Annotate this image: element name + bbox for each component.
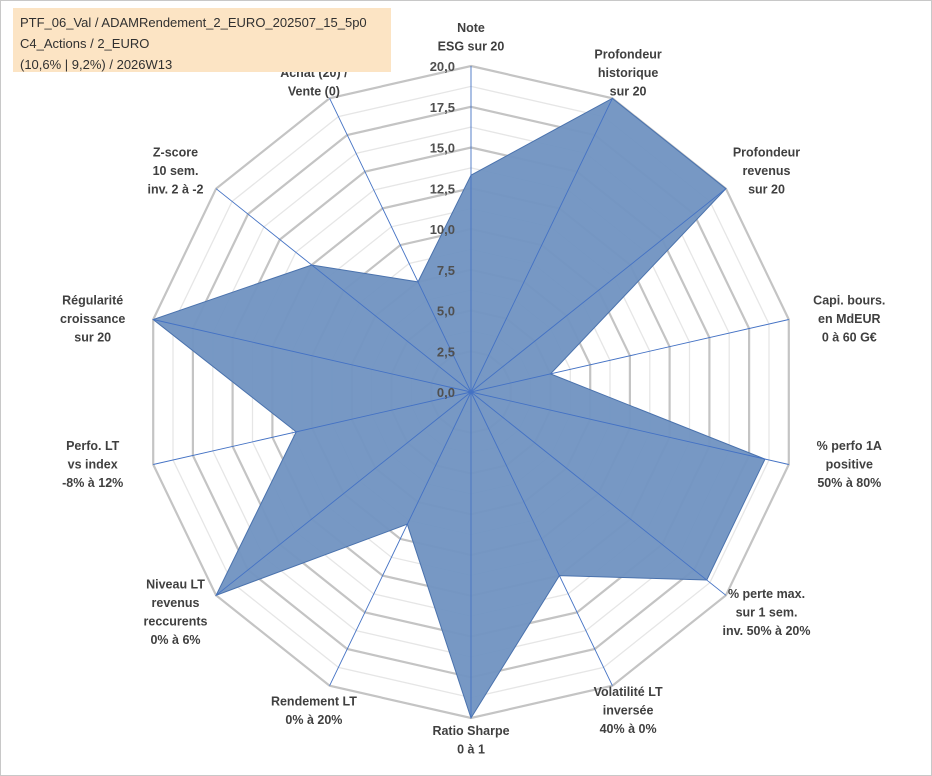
axis-label-line: en MdEUR bbox=[818, 312, 881, 326]
tick-label: 5,0 bbox=[437, 304, 455, 319]
axis-spoke bbox=[470, 391, 789, 465]
axis-spoke bbox=[470, 391, 613, 686]
axis-label-line: Note bbox=[457, 21, 485, 35]
axis-label-line: 0% à 20% bbox=[285, 713, 342, 727]
axis-label: Note ESG sur 20 bbox=[438, 21, 505, 54]
tick-label: 10,0 bbox=[430, 222, 455, 237]
axis-label-line: ESG sur 20 bbox=[438, 40, 505, 54]
axis-label: Profondeur historique sur 20 bbox=[594, 47, 661, 98]
axis-label-line: revenus bbox=[743, 164, 791, 178]
performance-week: (10,6% | 9,2%) / 2026W13 bbox=[20, 57, 173, 72]
axis-label-line: Volatilité LT bbox=[594, 685, 663, 699]
axis-label-line: positive bbox=[826, 457, 873, 471]
axis-label: Capi. bours. en MdEUR 0 à 60 G€ bbox=[813, 294, 885, 345]
axis-label-line: sur 20 bbox=[748, 183, 785, 197]
radial-tick-labels: 0,0 2,5 5,0 7,5 10,0 12,5 15,0 17,5 20,0 bbox=[430, 59, 455, 400]
axis-label-line: Perfo. LT bbox=[66, 439, 120, 453]
axis-label-line: Profondeur bbox=[594, 47, 661, 61]
tick-label: 12,5 bbox=[430, 181, 455, 196]
axis-label-line: croissance bbox=[60, 312, 125, 326]
axis-label-line: sur 20 bbox=[74, 331, 111, 345]
axis-label-line: % perfo 1A bbox=[817, 439, 882, 453]
tick-label: 0,0 bbox=[437, 385, 455, 400]
axis-label-line: historique bbox=[598, 66, 658, 80]
axis-spoke bbox=[470, 98, 613, 393]
tick-label: 15,0 bbox=[430, 141, 455, 156]
axis-label: % perfo 1A positive 50% à 80% bbox=[817, 439, 882, 490]
axis-label-line: 10 sem. bbox=[153, 164, 199, 178]
axis-label-line: 40% à 0% bbox=[600, 722, 657, 736]
axis-label: Profondeur revenus sur 20 bbox=[733, 146, 800, 197]
axis-spokes bbox=[153, 66, 789, 718]
axis-label-line: Niveau LT bbox=[146, 578, 205, 592]
portfolio-name: PTF_06_Val / ADAMRendement_2_EURO_202507… bbox=[20, 15, 367, 30]
axis-spoke bbox=[470, 188, 727, 393]
axis-label-line: 0% à 6% bbox=[150, 633, 200, 647]
axis-label: Perfo. LT vs index -8% à 12% bbox=[62, 439, 123, 490]
axis-label-line: Profondeur bbox=[733, 146, 800, 160]
axis-label-line: % perte max. bbox=[728, 587, 805, 601]
asset-class: C4_Actions / 2_EURO bbox=[20, 36, 150, 51]
axis-label-line: sur 20 bbox=[610, 84, 647, 98]
axis-spoke bbox=[153, 391, 472, 465]
axis-spoke bbox=[470, 319, 789, 393]
portfolio-info-box: PTF_06_Val / ADAMRendement_2_EURO_202507… bbox=[13, 8, 391, 72]
tick-label: 17,5 bbox=[430, 100, 455, 115]
axis-label: Z-score 10 sem. inv. 2 à -2 bbox=[147, 146, 203, 197]
axis-label: Ratio Sharpe 0 à 1 bbox=[432, 724, 509, 757]
tick-label: 7,5 bbox=[437, 263, 455, 278]
axis-labels: Note ESG sur 20 Profondeur historique sur 20… bbox=[60, 21, 885, 757]
axis-label-line: 50% à 80% bbox=[817, 476, 881, 490]
axis-label-line: 0 à 1 bbox=[457, 743, 485, 757]
axis-label-line: inversée bbox=[603, 704, 654, 718]
axis-label-line: vs index bbox=[68, 457, 118, 471]
axis-label: Niveau LT revenus reccurents 0% à 6% bbox=[144, 578, 208, 648]
axis-label-line: Z-score bbox=[153, 146, 198, 160]
tick-label: 2,5 bbox=[437, 344, 455, 359]
axis-label-line: Rendement LT bbox=[271, 694, 357, 708]
axis-label-line: revenus bbox=[152, 596, 200, 610]
axis-label-line: Capi. bours. bbox=[813, 294, 885, 308]
axis-spoke bbox=[470, 391, 727, 596]
axis-label-line: Ratio Sharpe bbox=[432, 724, 509, 738]
axis-label-line: inv. 2 à -2 bbox=[147, 183, 203, 197]
axis-spoke bbox=[153, 319, 472, 393]
axis-label: % perte max. sur 1 sem. inv. 50% à 20% bbox=[722, 587, 810, 638]
axis-spoke bbox=[215, 391, 472, 596]
axis-spoke bbox=[329, 98, 472, 393]
axis-label-line: Vente (0) bbox=[288, 84, 340, 98]
axis-label: Volatilité LT inversée 40% à 0% bbox=[594, 685, 663, 736]
axis-label: Rendement LT 0% à 20% bbox=[271, 694, 357, 727]
axis-label-line: inv. 50% à 20% bbox=[722, 624, 810, 638]
axis-label: Régularité croissance sur 20 bbox=[60, 294, 125, 345]
axis-label-line: -8% à 12% bbox=[62, 476, 123, 490]
axis-spoke bbox=[215, 188, 472, 393]
tick-label: 20,0 bbox=[430, 59, 455, 74]
axis-spoke bbox=[329, 391, 472, 686]
axis-label-line: reccurents bbox=[144, 615, 208, 629]
axis-label-line: sur 1 sem. bbox=[736, 606, 798, 620]
axis-label-line: Régularité bbox=[62, 294, 123, 308]
axis-label-line: 0 à 60 G€ bbox=[822, 331, 877, 345]
